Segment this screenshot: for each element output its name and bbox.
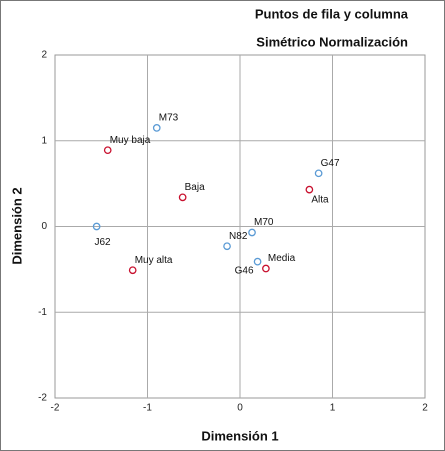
x-tick-label: 1	[330, 403, 336, 414]
point	[152, 124, 161, 132]
y-tick-label: -2	[38, 393, 47, 404]
x-tick-label: 0	[237, 403, 243, 414]
point-label: J62	[95, 237, 112, 248]
point-label: Muy baja	[110, 135, 151, 146]
y-tick-label: 1	[41, 135, 47, 146]
x-tick-label: -2	[51, 403, 60, 414]
y-tick-label: 0	[41, 221, 47, 232]
point-label: M70	[254, 217, 274, 228]
point-label: G47	[321, 158, 340, 169]
x-tick-label: -1	[143, 403, 152, 414]
point-label: Baja	[185, 182, 205, 193]
point-label: N82	[229, 231, 248, 242]
point	[92, 222, 101, 231]
y-tick-label: -1	[38, 307, 47, 318]
point	[253, 257, 262, 266]
point-label: M73	[159, 113, 179, 124]
point	[262, 264, 270, 273]
point	[314, 169, 323, 178]
y-axis-label: Dimensión 2	[9, 187, 24, 264]
chart-title: Puntos de fila y columna	[255, 6, 409, 21]
point-label: G46	[235, 265, 254, 276]
point	[223, 242, 231, 251]
chart-subtitle: Simétrico Normalización	[256, 34, 408, 49]
point	[248, 228, 256, 237]
point-label: Media	[268, 253, 296, 264]
y-tick-label: 2	[41, 50, 47, 61]
point-label: Muy alta	[135, 255, 173, 266]
x-tick-label: 2	[422, 403, 428, 414]
point	[305, 185, 314, 194]
point	[128, 266, 137, 275]
x-axis-label: Dimensión 1	[201, 428, 278, 443]
point	[103, 146, 112, 155]
point-label: Alta	[311, 194, 329, 205]
point	[178, 193, 187, 202]
